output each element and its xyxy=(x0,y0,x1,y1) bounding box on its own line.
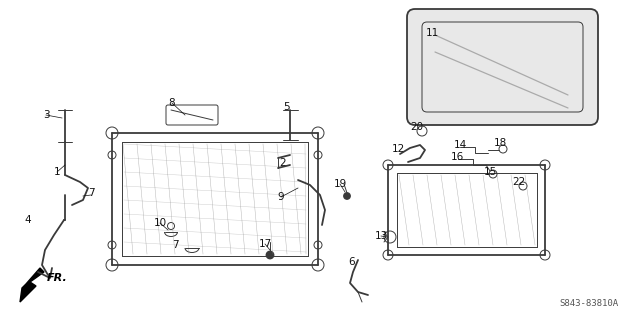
Text: 1: 1 xyxy=(54,167,60,177)
Text: 18: 18 xyxy=(493,138,507,148)
Text: 16: 16 xyxy=(451,152,463,162)
Text: FR.: FR. xyxy=(47,273,68,283)
Text: 6: 6 xyxy=(349,257,355,267)
Text: 13: 13 xyxy=(374,231,388,241)
Text: 22: 22 xyxy=(513,177,525,187)
Text: 19: 19 xyxy=(333,179,347,189)
Text: 17: 17 xyxy=(259,239,271,249)
Text: 4: 4 xyxy=(25,215,31,225)
Text: 11: 11 xyxy=(426,28,438,38)
Text: 15: 15 xyxy=(483,167,497,177)
Text: 2: 2 xyxy=(280,158,286,168)
Text: 3: 3 xyxy=(43,110,49,120)
Text: 7: 7 xyxy=(172,240,179,250)
Text: S843-83810A: S843-83810A xyxy=(559,299,618,308)
Text: 7: 7 xyxy=(88,188,94,198)
FancyBboxPatch shape xyxy=(407,9,598,125)
Text: 14: 14 xyxy=(453,140,467,150)
Polygon shape xyxy=(20,268,44,302)
Text: 8: 8 xyxy=(169,98,175,108)
Text: 20: 20 xyxy=(410,122,424,132)
Circle shape xyxy=(344,193,350,199)
Text: 9: 9 xyxy=(278,192,284,202)
Circle shape xyxy=(266,251,273,258)
Text: 12: 12 xyxy=(392,144,404,154)
Text: 10: 10 xyxy=(154,218,166,228)
Text: 5: 5 xyxy=(284,102,291,112)
